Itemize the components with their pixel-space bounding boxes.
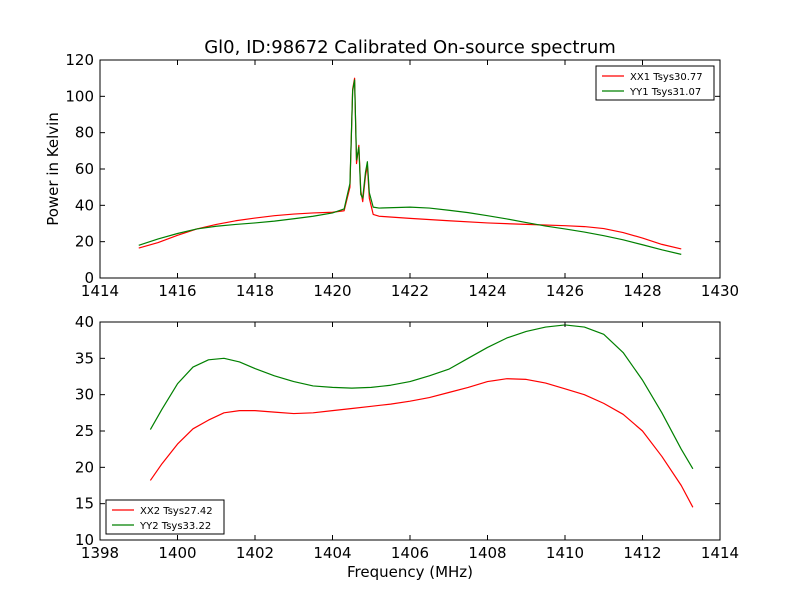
top-x-tick-label: 1424 bbox=[468, 282, 506, 300]
y-axis-label: Power in Kelvin bbox=[44, 112, 62, 226]
bottom-x-tick-label: 1408 bbox=[468, 544, 506, 562]
top-y-tick-label: 20 bbox=[75, 233, 94, 251]
top-x-tick-label: 1414 bbox=[81, 282, 119, 300]
bottom-x-tick-label: 1404 bbox=[313, 544, 351, 562]
x-axis-label: Frequency (MHz) bbox=[347, 563, 473, 581]
top-y-tick-label: 100 bbox=[65, 87, 94, 105]
bottom-legend-label-2: YY2 Tsys33.22 bbox=[139, 521, 211, 532]
top-y-tick-label: 0 bbox=[84, 269, 94, 287]
top-x-tick-label: 1420 bbox=[313, 282, 351, 300]
top-y-tick-label: 120 bbox=[65, 51, 94, 69]
bottom-y-tick-label: 20 bbox=[75, 458, 94, 476]
bottom-x-tick-label: 1414 bbox=[701, 544, 739, 562]
bottom-x-tick-label: 1410 bbox=[546, 544, 584, 562]
top-legend-label-2: YY1 Tsys31.07 bbox=[629, 87, 701, 98]
top-y-tick-label: 40 bbox=[75, 196, 94, 214]
bottom-y-tick-label: 10 bbox=[75, 531, 94, 549]
bottom-y-tick-label: 35 bbox=[75, 349, 94, 367]
top-series-line-2 bbox=[138, 79, 682, 255]
bottom-y-tick-label: 40 bbox=[75, 313, 94, 331]
top-x-tick-label: 1426 bbox=[546, 282, 584, 300]
chart-title: Gl0, ID:98672 Calibrated On-source spect… bbox=[204, 37, 616, 58]
bottom-legend-label-1: XX2 Tsys27.42 bbox=[140, 506, 213, 517]
top-x-tick-label: 1416 bbox=[158, 282, 196, 300]
top-x-tick-label: 1422 bbox=[391, 282, 429, 300]
top-legend-box bbox=[595, 65, 715, 101]
bottom-x-tick-label: 1406 bbox=[391, 544, 429, 562]
bottom-x-tick-label: 1412 bbox=[623, 544, 661, 562]
bottom-x-tick-label: 1402 bbox=[236, 544, 274, 562]
bottom-legend-box bbox=[105, 499, 225, 535]
bottom-series-line-1 bbox=[149, 378, 694, 508]
top-series-line-1 bbox=[138, 77, 682, 250]
bottom-y-tick-label: 25 bbox=[75, 422, 94, 440]
top-legend-label-1: XX1 Tsys30.77 bbox=[630, 72, 703, 83]
top-x-tick-label: 1430 bbox=[701, 282, 739, 300]
bottom-y-tick-label: 30 bbox=[75, 386, 94, 404]
top-y-tick-label: 60 bbox=[75, 160, 94, 178]
top-y-tick-label: 80 bbox=[75, 124, 94, 142]
top-x-tick-label: 1428 bbox=[623, 282, 661, 300]
bottom-series-line-2 bbox=[149, 324, 694, 470]
bottom-x-tick-label: 1400 bbox=[158, 544, 196, 562]
bottom-x-tick-label: 1398 bbox=[81, 544, 119, 562]
top-x-tick-label: 1418 bbox=[236, 282, 274, 300]
bottom-y-tick-label: 15 bbox=[75, 495, 94, 513]
